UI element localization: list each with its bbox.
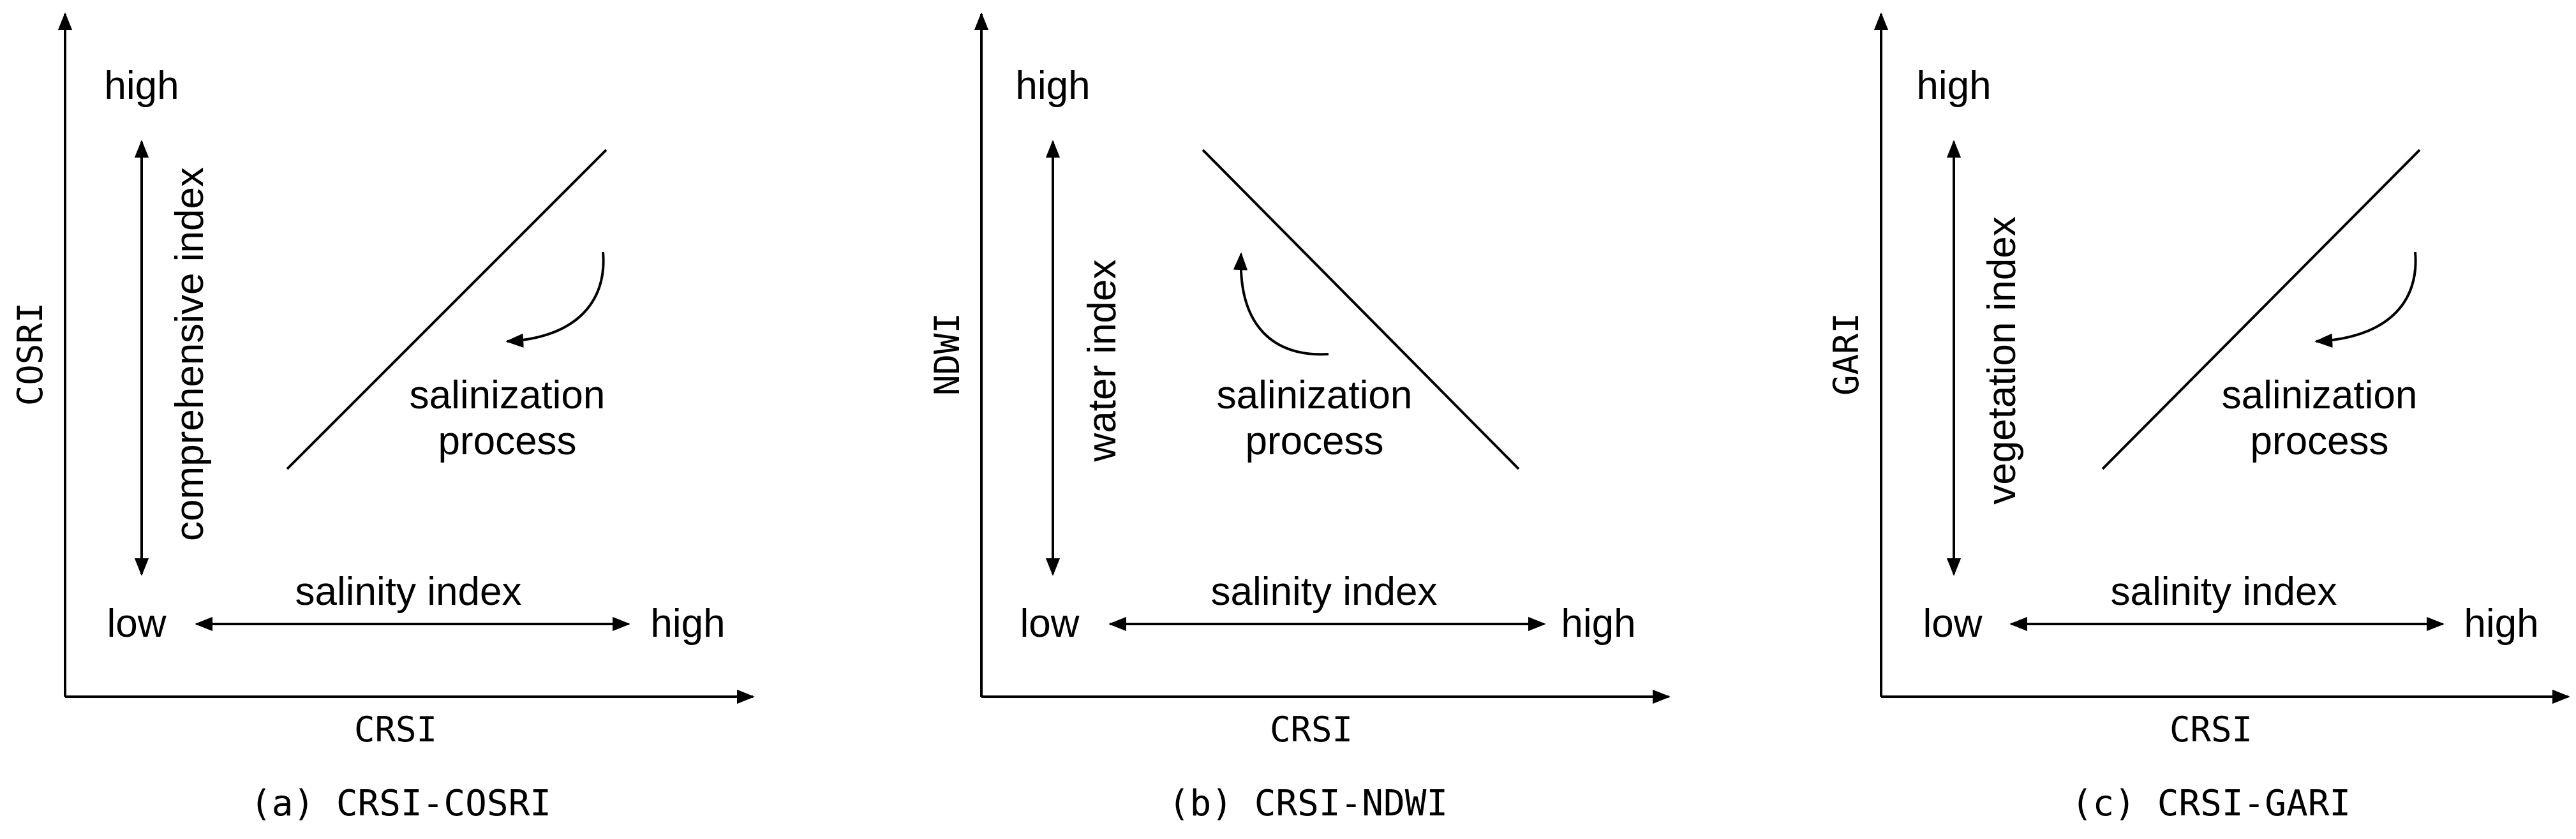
low-label: low (1020, 602, 1079, 646)
low-label: low (1923, 602, 1982, 646)
process-label-line2: process (438, 419, 576, 463)
high-label-right: high (2464, 602, 2538, 646)
panel-caption: (c) CRSI-GARI (2071, 783, 2351, 824)
high-label-right: high (1561, 602, 1635, 646)
y-axis-label: GARI (1826, 313, 1866, 396)
process-label-line1: salinization (1217, 373, 1413, 417)
process-label-line1: salinization (410, 373, 606, 417)
trend-line (286, 149, 607, 470)
high-label-right: high (650, 602, 725, 646)
panel-b: NDWI CRSI high water index salinization … (927, 12, 1671, 824)
process-arrow (2314, 251, 2417, 348)
high-label-top: high (104, 64, 179, 108)
x-axis-label: CRSI (1270, 709, 1353, 750)
process-arrow (505, 251, 605, 348)
x-axis-label: CRSI (354, 709, 437, 750)
low-label: low (107, 602, 166, 646)
trend-line (1202, 149, 1520, 470)
y-axis-label: NDWI (927, 313, 967, 396)
high-label-top: high (1015, 64, 1090, 108)
x-axis-label: CRSI (2170, 709, 2252, 750)
vertical-index-label: vegetation index (1980, 216, 2024, 505)
horizontal-index-label: salinity index (295, 570, 522, 614)
panel-caption: (b) CRSI-NDWI (1168, 783, 1448, 824)
trend-line (2101, 149, 2421, 470)
vertical-index-label: comprehensive index (168, 167, 212, 541)
process-label-line2: process (2250, 419, 2388, 463)
horizontal-index-label: salinity index (1211, 570, 1438, 614)
panel-caption: (a) CRSI-COSRI (250, 783, 551, 824)
vertical-index-label: water index (1080, 259, 1124, 462)
y-axis-label: COSRI (10, 302, 50, 406)
process-label-line1: salinization (2222, 373, 2418, 417)
panel-a: COSRI CRSI high comprehensive index sali… (10, 12, 755, 824)
process-label-line2: process (1245, 419, 1383, 463)
high-label-top: high (1916, 64, 1991, 108)
horizontal-index-label: salinity index (2111, 570, 2337, 614)
process-arrow (1233, 252, 1329, 356)
panel-c: GARI CRSI high vegetation index saliniza… (1826, 12, 2570, 824)
